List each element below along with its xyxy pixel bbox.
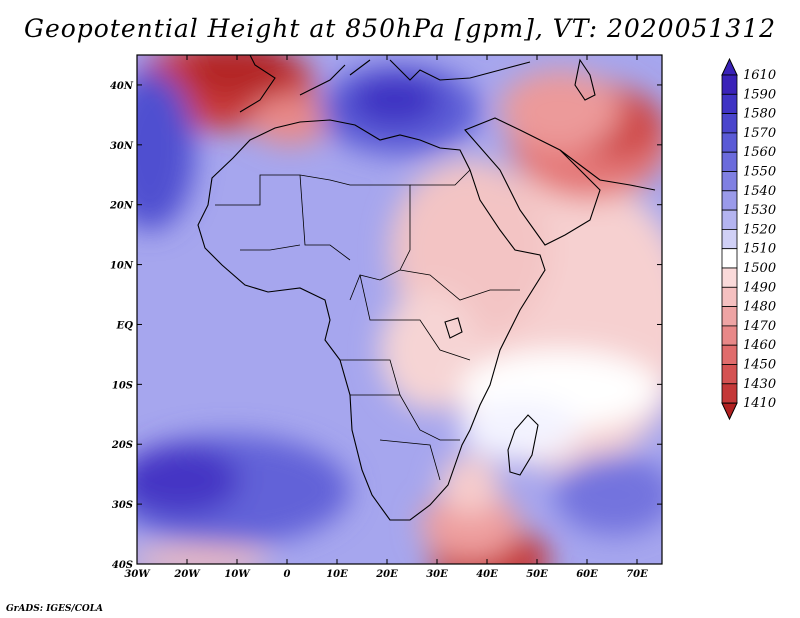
longitude-axis: 30W 20W 10W 0 10E 20E 30E 40E 50E 60E 70E xyxy=(124,55,648,580)
colorbar-label: 1460 xyxy=(743,338,776,353)
lat-label: 10N xyxy=(110,261,134,272)
lake-victoria xyxy=(444,317,463,339)
colorbar-label: 1510 xyxy=(743,242,776,257)
colorbar-top-arrow xyxy=(721,57,738,76)
lat-label: 40S xyxy=(112,560,133,571)
lon-label: 40E xyxy=(476,569,498,580)
gulf-coastline xyxy=(559,149,656,191)
colorbar-swatch xyxy=(721,306,738,327)
country-borders xyxy=(215,169,520,481)
colorbar-swatch xyxy=(721,383,738,404)
colorbar-bottom-arrow xyxy=(721,402,738,421)
europe-coastline xyxy=(239,55,531,113)
colorbar-swatch xyxy=(721,74,738,95)
colorbar-label: 1590 xyxy=(743,87,776,102)
colorbar-swatch xyxy=(721,228,738,250)
lat-label: 20S xyxy=(111,440,133,451)
latitude-axis: 40N 30N 20N 10N EQ 10S 20S 30S 40S xyxy=(109,81,662,571)
lon-label: 10E xyxy=(326,569,348,580)
coastlines xyxy=(197,55,656,521)
lon-label: 20E xyxy=(375,569,398,580)
colorbar-swatch xyxy=(721,132,738,153)
colorbar-swatch xyxy=(721,248,738,269)
colorbar-swatch xyxy=(721,171,738,192)
colorbar-swatch xyxy=(721,190,738,211)
colorbar-label: 1480 xyxy=(743,300,776,315)
colorbar-swatch xyxy=(721,151,738,172)
colorbar-swatch xyxy=(721,364,738,385)
colorbar-label: 1610 xyxy=(743,68,776,83)
colorbar-swatch xyxy=(721,286,738,307)
lat-label: 30S xyxy=(112,500,133,511)
colorbar-label: 1580 xyxy=(743,107,776,122)
colorbar-label: 1530 xyxy=(743,203,776,218)
chart-title: Geopotential Height at 850hPa [gpm], VT:… xyxy=(23,14,777,43)
africa-coastline xyxy=(197,119,546,521)
colorbar-swatch xyxy=(721,267,738,288)
colorbar-label: 1500 xyxy=(743,261,776,276)
colorbar-label: 1540 xyxy=(743,184,776,199)
colorbar-label: 1430 xyxy=(743,377,776,392)
lon-label: 0 xyxy=(284,569,291,580)
lat-label: 10S xyxy=(112,380,133,391)
lon-label: 50E xyxy=(526,569,548,580)
lon-label: 20W xyxy=(173,569,201,580)
height-field xyxy=(137,55,662,564)
lon-label: 10W xyxy=(224,569,251,580)
colorbar-label: 1490 xyxy=(743,280,776,295)
lon-label: 60E xyxy=(576,569,598,580)
colorbar-swatch xyxy=(721,93,738,115)
arabia-coastline xyxy=(464,117,601,246)
lat-label: 40N xyxy=(110,81,134,92)
lon-label: 30W xyxy=(124,569,151,580)
madagascar-coastline xyxy=(507,414,539,476)
colorbar-label: 1570 xyxy=(743,126,776,141)
colorbar-swatch xyxy=(721,209,738,230)
colorbar: 1610 1590 1580 1570 1560 1550 1540 1530 1520 1510… xyxy=(721,57,776,421)
colorbar-swatch xyxy=(721,344,738,365)
colorbar-label: 1520 xyxy=(743,222,776,237)
lon-label: 30E xyxy=(426,569,448,580)
colorbar-label: 1450 xyxy=(743,358,776,373)
colorbar-swatch xyxy=(721,325,738,346)
plot-frame xyxy=(136,54,663,565)
colorbar-label: 1410 xyxy=(743,396,776,411)
colorbar-label: 1470 xyxy=(743,319,776,334)
lat-label: EQ xyxy=(116,320,134,331)
grads-credit: GrADS: IGES/COLA xyxy=(6,604,104,614)
lon-label: 70E xyxy=(626,569,648,580)
caspian-coastline xyxy=(574,58,596,101)
lat-label: 30N xyxy=(110,141,134,152)
lat-label: 20N xyxy=(109,201,134,212)
colorbar-label: 1550 xyxy=(743,165,776,180)
colorbar-swatch xyxy=(721,113,738,134)
colorbar-label: 1560 xyxy=(743,145,776,160)
